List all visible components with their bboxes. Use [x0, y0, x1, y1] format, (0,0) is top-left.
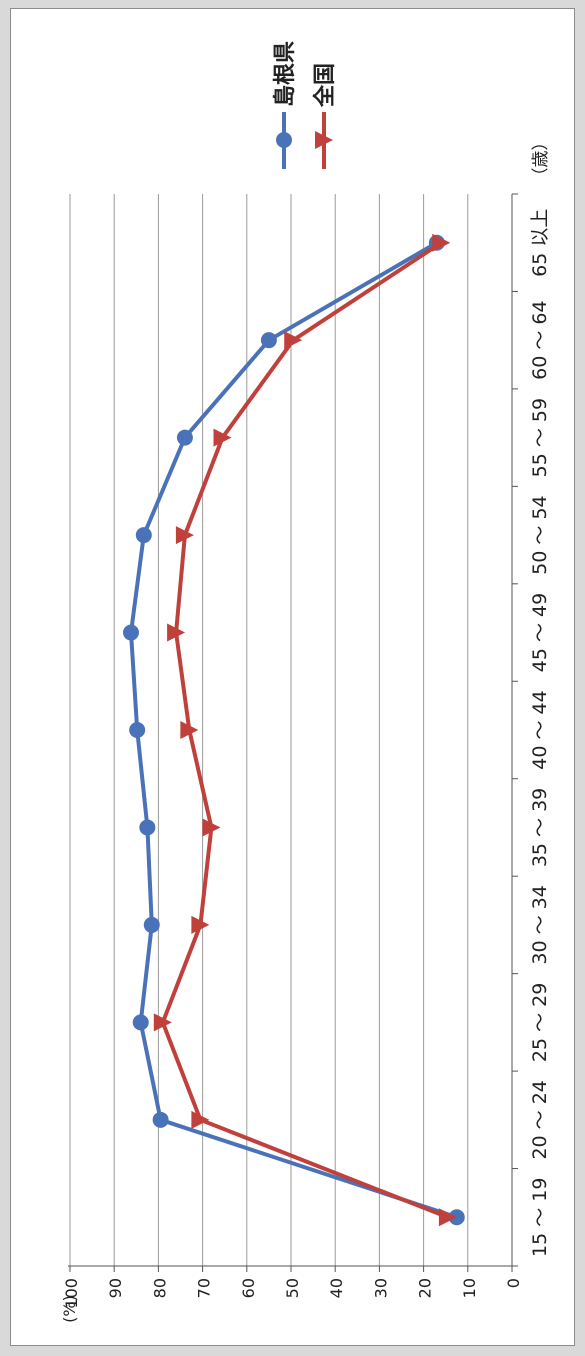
- value-tick-label: 60: [239, 1278, 258, 1298]
- data-point: [260, 332, 277, 349]
- category-label: 45 ～ 49: [529, 593, 551, 672]
- category-label: 60 ～ 64: [529, 300, 551, 379]
- series-line: [160, 241, 449, 1220]
- legend-label: 島根県: [272, 41, 298, 107]
- value-tick-label: 100: [62, 1278, 81, 1309]
- value-tick-label: 0: [504, 1278, 523, 1288]
- data-point: [175, 526, 194, 545]
- category-labels: 15 ～ 19 20 ～ 24 25 ～ 29 30 ～ 34 35 ～ 39 40 ～ …: [529, 209, 551, 1257]
- category-label: 25 ～ 29: [529, 983, 551, 1062]
- category-unit-label: （歳）: [531, 134, 551, 185]
- value-tick-label: 40: [327, 1278, 346, 1298]
- value-tick-labels: 0 10 20 30 40 50 60 70 80 90 100: [62, 1278, 523, 1309]
- data-point: [135, 527, 152, 544]
- category-label: 30 ～ 34: [529, 885, 551, 964]
- value-tick-label: 50: [283, 1278, 302, 1298]
- data-point: [167, 623, 186, 642]
- category-label: 50 ～ 54: [529, 495, 551, 574]
- data-point: [143, 916, 160, 933]
- data-point: [191, 1110, 210, 1129]
- category-label: 20 ～ 24: [529, 1080, 551, 1159]
- data-point: [180, 721, 199, 739]
- legend-item: 島根県: [272, 41, 298, 169]
- value-tick-label: 80: [150, 1278, 169, 1298]
- data-point: [129, 722, 146, 738]
- legend-label: 全国: [312, 63, 338, 108]
- category-label: 15 ～ 19: [529, 1178, 551, 1257]
- legend-marker: [276, 132, 292, 148]
- legend: 島根県 全国: [272, 41, 338, 169]
- axes: [68, 193, 518, 1272]
- category-label: 55 ～ 59: [529, 398, 551, 477]
- series-2: [153, 233, 457, 1227]
- data-point: [284, 331, 303, 350]
- legend-marker: [315, 131, 333, 149]
- data-point: [132, 1014, 149, 1031]
- series: [122, 233, 465, 1227]
- value-tick-label: 20: [416, 1278, 435, 1298]
- data-point: [202, 818, 221, 837]
- data-point: [176, 429, 193, 446]
- legend-item: 全国: [312, 63, 338, 169]
- data-point: [153, 1013, 172, 1032]
- value-tick-label: 70: [195, 1278, 214, 1298]
- chart-frame: 0 10 20 30 40 50 60 70 80 90 100 15 ～ 19 20 ～ 24 25 …: [10, 8, 575, 1346]
- data-point: [438, 1208, 457, 1227]
- data-point: [122, 624, 139, 641]
- line-chart: 0 10 20 30 40 50 60 70 80 90 100 15 ～ 19 20 ～ 24 25 …: [60, 41, 551, 1323]
- data-point: [139, 819, 156, 836]
- value-tick-label: 10: [460, 1278, 479, 1298]
- category-label: 35 ～ 39: [529, 788, 551, 867]
- series-1: [122, 234, 465, 1226]
- data-point: [152, 1111, 169, 1128]
- data-point: [191, 915, 210, 934]
- value-tick-label: 90: [106, 1278, 125, 1298]
- category-label: 65 以上: [529, 209, 551, 277]
- value-unit-label: (%): [60, 1295, 79, 1323]
- category-label: 40 ～ 44: [529, 690, 551, 769]
- value-tick-label: 30: [371, 1278, 390, 1298]
- data-point: [432, 233, 451, 252]
- data-point: [213, 428, 232, 447]
- gridlines: [69, 194, 469, 1266]
